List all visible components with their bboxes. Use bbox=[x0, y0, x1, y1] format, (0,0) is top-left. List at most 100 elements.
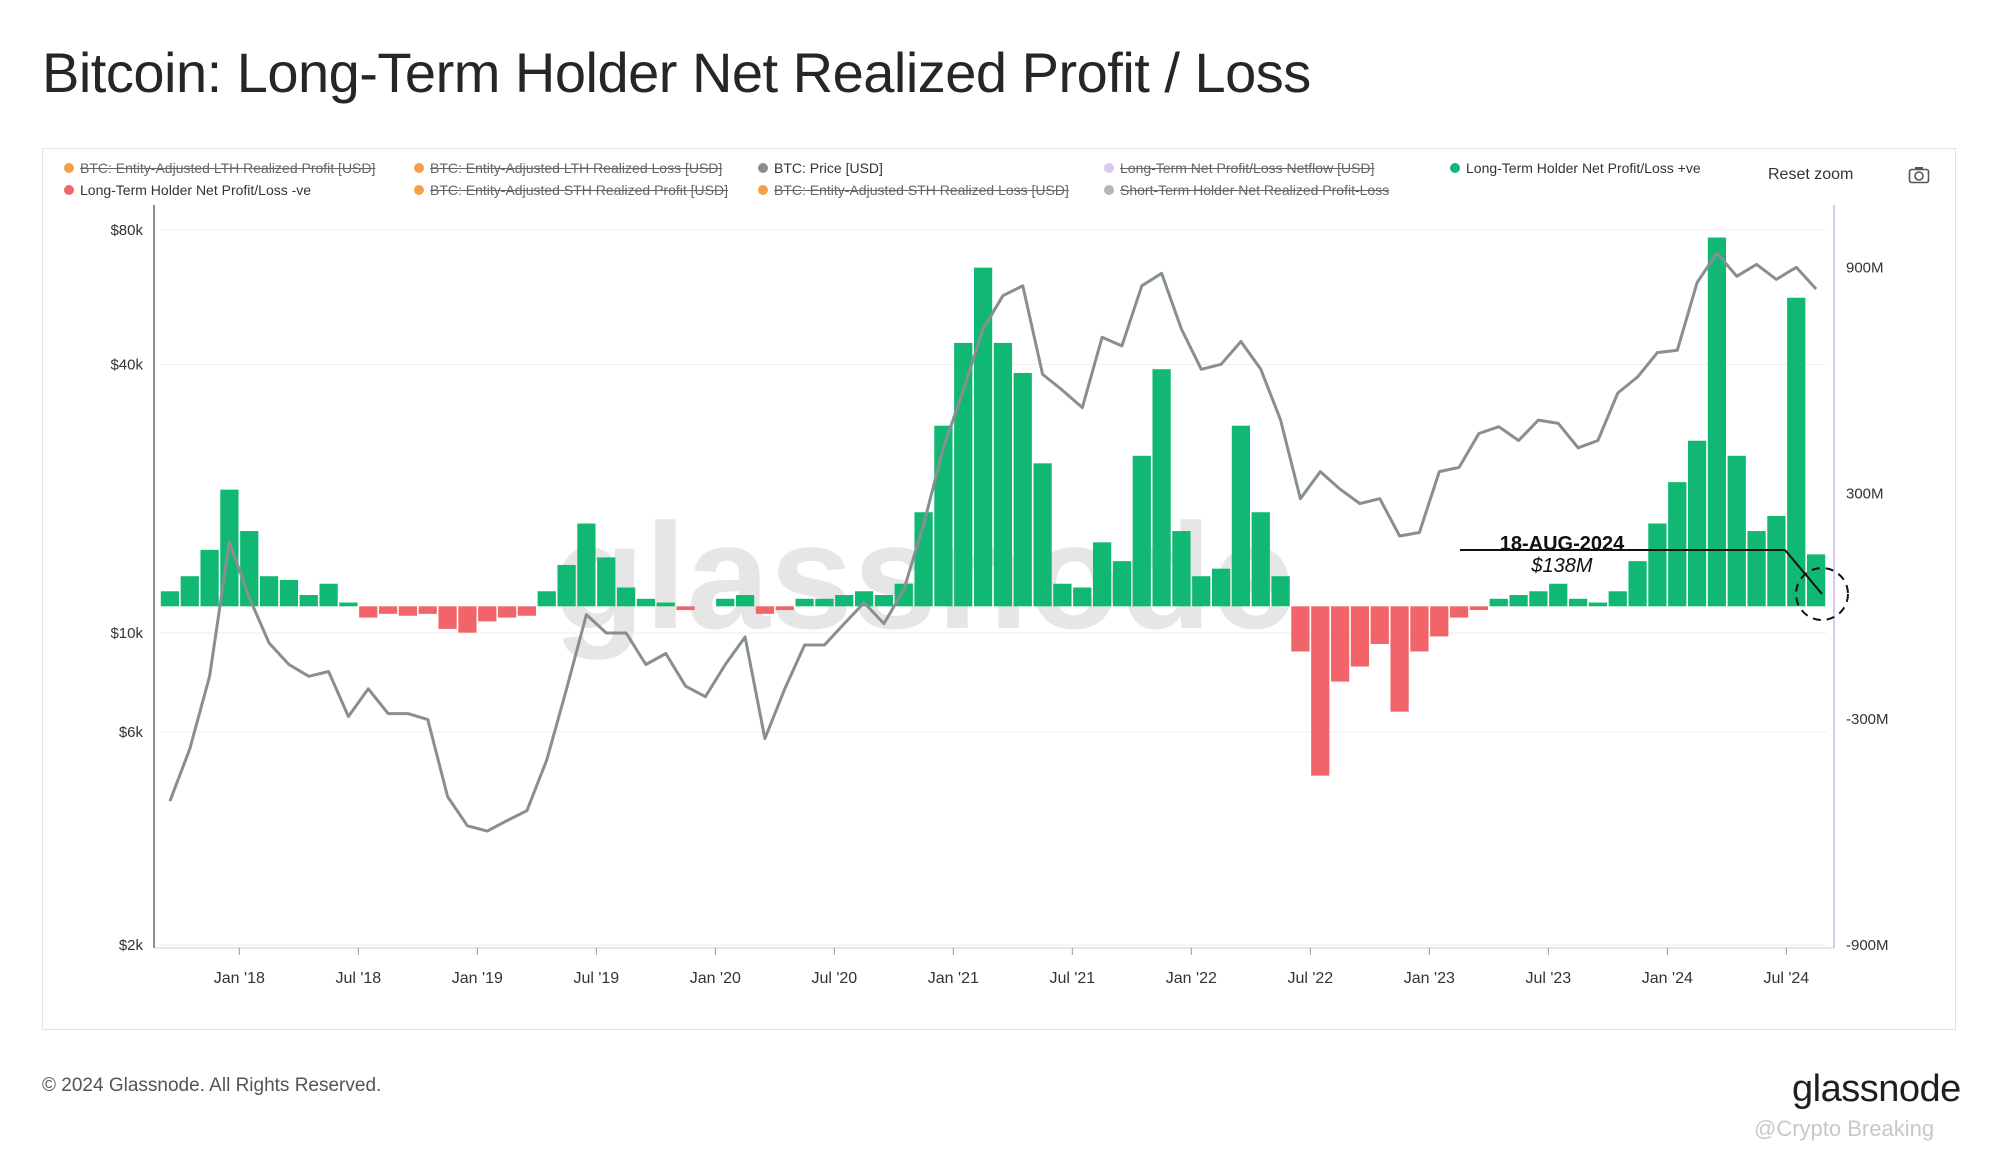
x-axis-tick-label: Jan '23 bbox=[1404, 970, 1455, 987]
positive-bar bbox=[1767, 516, 1786, 607]
x-axis-tick-label: Jul '23 bbox=[1525, 970, 1571, 987]
x-axis-tick-label: Jul '18 bbox=[335, 970, 381, 987]
positive-bar bbox=[1687, 440, 1707, 607]
positive-bar bbox=[656, 602, 675, 607]
x-axis-tick-label: Jul '20 bbox=[811, 970, 857, 987]
legend-dot-icon bbox=[758, 185, 768, 195]
annotation-circle bbox=[1795, 567, 1849, 621]
chart-legend: BTC: Entity-Adjusted LTH Realized Profit… bbox=[64, 160, 1714, 208]
positive-bar bbox=[1211, 568, 1231, 607]
negative-bar bbox=[1311, 606, 1330, 776]
legend-item-1[interactable]: BTC: Entity-Adjusted LTH Realized Loss [… bbox=[414, 160, 722, 176]
legend-dot-icon bbox=[1104, 163, 1114, 173]
positive-bar bbox=[1013, 373, 1032, 607]
negative-bar bbox=[359, 606, 378, 618]
positive-bar bbox=[1747, 531, 1766, 607]
legend-item-2[interactable]: BTC: Price [USD] bbox=[758, 160, 883, 176]
positive-bar bbox=[636, 598, 656, 607]
legend-dot-icon bbox=[64, 185, 74, 195]
positive-bar bbox=[557, 564, 576, 607]
x-axis-tick-label: Jan '24 bbox=[1642, 970, 1693, 987]
positive-bar bbox=[1727, 455, 1746, 607]
positive-bar bbox=[339, 602, 358, 607]
camera-icon[interactable] bbox=[1908, 166, 1930, 184]
right-axis-tick-label: 900M bbox=[1846, 260, 1884, 277]
positive-bar bbox=[1132, 455, 1151, 607]
positive-bar bbox=[1033, 463, 1052, 607]
legend-label: Long-Term Holder Net Profit/Loss -ve bbox=[80, 182, 312, 198]
negative-bar bbox=[1370, 606, 1389, 644]
legend-item-8[interactable]: Short-Term Holder Net Realized Profit-Lo… bbox=[1104, 182, 1389, 198]
positive-bar bbox=[1568, 598, 1588, 607]
legend-item-0[interactable]: BTC: Entity-Adjusted LTH Realized Profit… bbox=[64, 160, 375, 176]
left-axis-tick-label: $10k bbox=[110, 625, 143, 642]
legend-item-5[interactable]: Long-Term Holder Net Profit/Loss -ve bbox=[64, 182, 311, 198]
chart-panel bbox=[42, 148, 1956, 1030]
x-axis-tick-label: Jan '18 bbox=[214, 970, 265, 987]
negative-bar bbox=[378, 606, 398, 614]
annotation-date: 18-AUG-2024 bbox=[1500, 533, 1625, 555]
negative-bar bbox=[1430, 606, 1449, 637]
legend-dot-icon bbox=[1104, 185, 1114, 195]
negative-bar bbox=[775, 606, 794, 611]
negative-bar bbox=[1330, 606, 1350, 682]
negative-bar bbox=[1410, 606, 1429, 652]
legend-label: BTC: Price [USD] bbox=[774, 160, 883, 176]
negative-bar bbox=[1350, 606, 1370, 667]
positive-bar bbox=[716, 598, 735, 607]
legend-label: BTC: Entity-Adjusted STH Realized Profit… bbox=[430, 182, 728, 198]
positive-bar bbox=[854, 591, 874, 607]
legend-label: Short-Term Holder Net Realized Profit-Lo… bbox=[1120, 182, 1390, 198]
positive-bar bbox=[1152, 369, 1171, 607]
credit-text: @Crypto Breaking bbox=[1754, 1116, 1935, 1141]
left-axis-tick-label: $40k bbox=[110, 356, 143, 373]
copyright-text: © 2024 Glassnode. All Rights Reserved. bbox=[42, 1075, 382, 1096]
positive-bar bbox=[1707, 237, 1727, 607]
legend-dot-icon bbox=[1450, 163, 1460, 173]
annotation-pointer bbox=[1784, 549, 1823, 595]
x-axis-tick-label: Jul '22 bbox=[1287, 970, 1333, 987]
negative-bar bbox=[1469, 606, 1489, 611]
positive-bar bbox=[616, 587, 636, 607]
positive-bar bbox=[319, 583, 338, 607]
positive-bar bbox=[1112, 561, 1132, 607]
legend-dot-icon bbox=[758, 163, 768, 173]
legend-item-6[interactable]: BTC: Entity-Adjusted STH Realized Profit… bbox=[414, 182, 728, 198]
positive-bar bbox=[1073, 587, 1092, 607]
positive-bar bbox=[954, 342, 973, 607]
left-axis-tick-label: $80k bbox=[110, 222, 143, 239]
gridlines bbox=[160, 229, 1826, 946]
positive-bar bbox=[835, 595, 854, 607]
legend-item-3[interactable]: Long-Term Net Profit/Loss Netflow [USD] bbox=[1104, 160, 1374, 176]
positive-bar bbox=[1489, 598, 1508, 607]
positive-bar bbox=[1549, 583, 1568, 607]
left-axis-tick-label: $2k bbox=[119, 937, 144, 954]
legend-item-7[interactable]: BTC: Entity-Adjusted STH Realized Loss [… bbox=[758, 182, 1069, 198]
legend-label: BTC: Entity-Adjusted STH Realized Loss [… bbox=[774, 182, 1069, 198]
positive-bar bbox=[537, 591, 556, 607]
negative-bar bbox=[497, 606, 517, 618]
positive-bar bbox=[1092, 542, 1112, 607]
negative-bar bbox=[398, 606, 418, 616]
annotation: 18-AUG-2024 $138M bbox=[1460, 533, 1849, 621]
brand-logo: glassnode bbox=[1792, 1068, 1961, 1110]
x-axis-tick-label: Jan '19 bbox=[452, 970, 503, 987]
reset-zoom-button[interactable]: Reset zoom bbox=[1762, 162, 1859, 188]
positive-bar bbox=[1608, 591, 1627, 607]
positive-bar bbox=[1053, 583, 1072, 607]
positive-bar bbox=[993, 342, 1013, 607]
positive-bar bbox=[1529, 591, 1548, 607]
negative-bar bbox=[418, 606, 437, 614]
negative-bar bbox=[517, 606, 537, 616]
positive-bar bbox=[597, 557, 616, 607]
x-axis-tick-label: Jul '24 bbox=[1763, 970, 1809, 987]
positive-bar bbox=[299, 595, 318, 607]
x-axis-tick-label: Jul '19 bbox=[573, 970, 619, 987]
legend-dot-icon bbox=[414, 163, 424, 173]
legend-label: BTC: Entity-Adjusted LTH Realized Profit… bbox=[80, 160, 376, 176]
positive-bar bbox=[1588, 602, 1608, 607]
positive-bar bbox=[874, 595, 894, 607]
positive-bar bbox=[200, 549, 219, 607]
legend-item-4[interactable]: Long-Term Holder Net Profit/Loss +ve bbox=[1450, 160, 1701, 176]
